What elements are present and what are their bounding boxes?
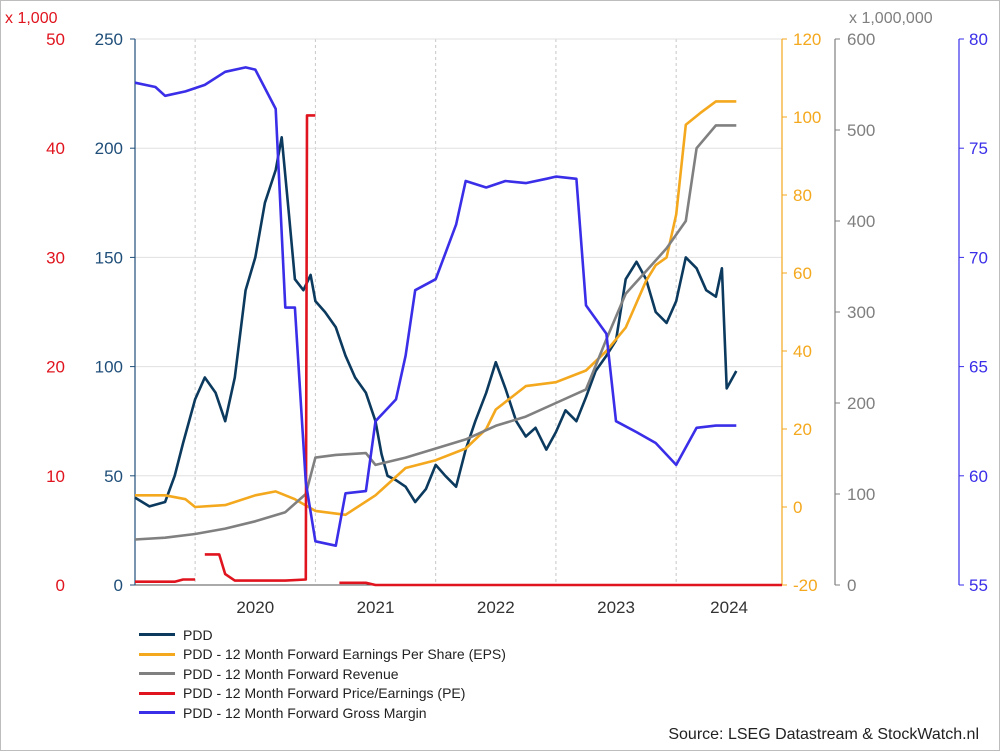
pe-tick-label: 30 [46,248,65,267]
legend-label: PDD [183,626,213,643]
rev-tick-label: 0 [847,576,856,595]
eps-tick-label: 0 [793,498,802,517]
rev-axis-multiplier: x 1,000,000 [849,10,933,27]
series-line-pe [204,114,316,582]
legend-label: PDD - 12 Month Forward Gross Margin [183,704,427,721]
gm-tick-label: 55 [969,576,988,595]
series-line-pe [135,578,196,583]
pe-tick-label: 20 [46,358,65,377]
legend-swatch [139,691,175,695]
pe-axis-multiplier: x 1,000 [5,10,58,27]
eps-tick-label: 100 [793,108,821,127]
legend-item: PDD [139,625,506,645]
gm-tick-label: 75 [969,139,988,158]
chart-svg: 0 10 20 30 40 50 x 1,000 0 50 100 150 200 250 -20 0 20 4… [5,10,988,617]
x-tick-label: 2024 [710,598,748,617]
legend-label: PDD - 12 Month Forward Price/Earnings (P… [183,685,466,702]
rev-tick-label: 500 [847,121,875,140]
series-line-pe [339,581,782,587]
eps-tick-label: -20 [793,576,818,595]
pe-tick-label: 50 [46,30,65,49]
x-tick-label: 2020 [236,598,274,617]
series-line-rev [134,124,737,541]
legend-label: PDD - 12 Month Forward Earnings Per Shar… [183,646,506,663]
pdd-tick-label: 150 [95,248,123,267]
x-tick-label: 2022 [477,598,515,617]
series-line-eps [135,100,737,517]
legend-swatch [139,633,175,637]
legend: PDD PDD - 12 Month Forward Earnings Per S… [139,625,506,723]
legend-swatch [139,652,175,656]
gm-tick-label: 70 [969,248,988,267]
rev-tick-label: 300 [847,303,875,322]
eps-tick-label: 80 [793,186,812,205]
gm-tick-label: 65 [969,358,988,377]
series-line-gm [134,66,737,547]
legend-swatch [139,672,175,676]
eps-tick-label: 40 [793,342,812,361]
legend-swatch [139,711,175,715]
legend-item: PDD - 12 Month Forward Earnings Per Shar… [139,645,506,665]
gm-tick-label: 80 [969,30,988,49]
legend-item: PDD - 12 Month Forward Price/Earnings (P… [139,684,506,704]
pe-tick-label: 10 [46,467,65,486]
rev-tick-label: 600 [847,30,875,49]
pe-tick-label: 40 [46,139,65,158]
legend-item: PDD - 12 Month Forward Revenue [139,664,506,684]
pdd-tick-label: 100 [95,358,123,377]
x-tick-label: 2021 [357,598,395,617]
source-note: Source: LSEG Datastream & StockWatch.nl [668,726,979,743]
rev-tick-label: 400 [847,212,875,231]
eps-tick-label: 120 [793,30,821,49]
gm-tick-label: 60 [969,467,988,486]
pdd-tick-label: 200 [95,139,123,158]
eps-tick-label: 20 [793,420,812,439]
pdd-tick-label: 250 [95,30,123,49]
rev-tick-label: 100 [847,485,875,504]
x-tick-label: 2023 [597,598,635,617]
pdd-tick-label: 50 [104,467,123,486]
pdd-tick-label: 0 [114,576,123,595]
rev-tick-label: 200 [847,394,875,413]
pe-tick-label: 0 [56,576,65,595]
series-line-pdd [134,136,738,508]
eps-tick-label: 60 [793,264,812,283]
legend-item: PDD - 12 Month Forward Gross Margin [139,703,506,723]
legend-label: PDD - 12 Month Forward Revenue [183,665,399,682]
